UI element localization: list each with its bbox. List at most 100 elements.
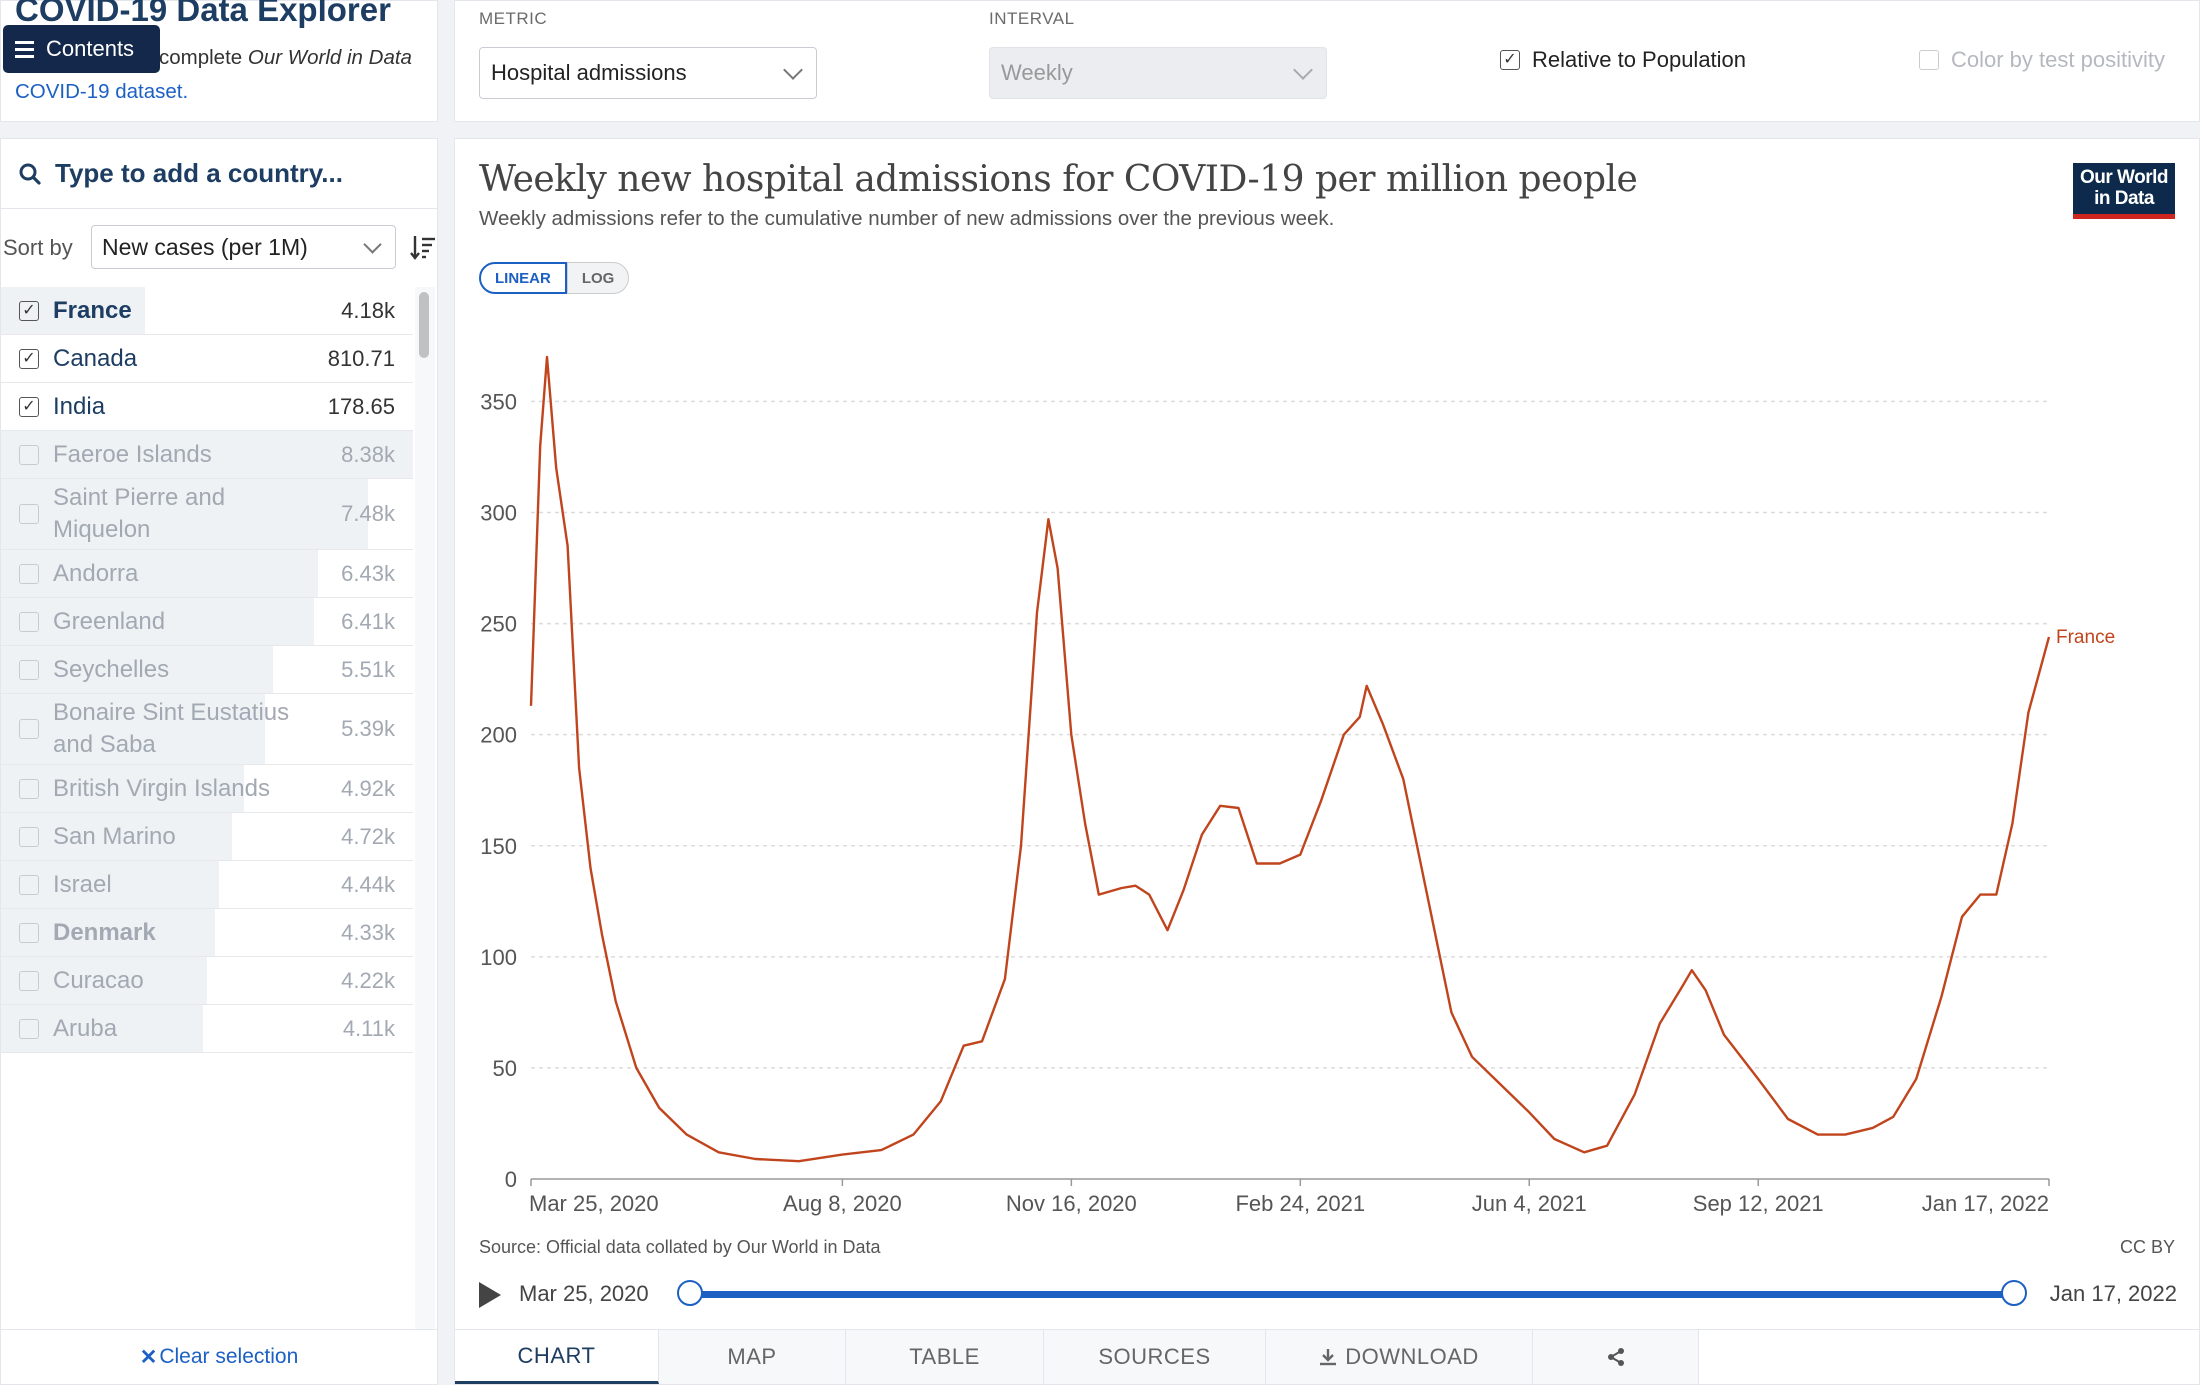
- checkbox-icon[interactable]: [19, 874, 39, 895]
- country-value: 4.72k: [341, 823, 395, 849]
- interval-select[interactable]: Weekly: [989, 47, 1327, 99]
- checkbox-checked-icon[interactable]: ✓: [19, 348, 39, 369]
- country-row[interactable]: Denmark 4.33k: [1, 909, 413, 957]
- interval-value: Weekly: [1001, 60, 1073, 85]
- relative-to-population-toggle[interactable]: ✓ Relative to Population: [1500, 47, 1746, 73]
- country-row[interactable]: ✓ France 4.18k: [1, 287, 413, 335]
- country-name: Faeroe Islands: [53, 440, 212, 468]
- linear-scale-button[interactable]: LINEAR: [479, 262, 567, 294]
- chart-panel: 0 50 100 150 200 250 300 350 Mar 25, 2020 Aug 8, …: [454, 138, 2200, 1385]
- dataset-link[interactable]: COVID-19 dataset.: [15, 80, 189, 103]
- chevron-down-icon: [363, 235, 382, 254]
- checkbox-icon[interactable]: [19, 444, 39, 465]
- country-name: Seychelles: [53, 655, 170, 683]
- value-bar: [1, 1005, 203, 1052]
- country-value: 810.71: [327, 345, 395, 371]
- country-row[interactable]: Greenland 6.41k: [1, 598, 413, 646]
- positivity-label: Color by test positivity: [1951, 47, 2165, 72]
- subtitle-owid: Our World in Data: [247, 46, 412, 69]
- checkbox-icon[interactable]: [19, 719, 39, 739]
- license-label[interactable]: CC BY: [2119, 1237, 2175, 1257]
- metric-select[interactable]: Hospital admissions: [479, 47, 817, 99]
- play-icon[interactable]: [479, 1282, 501, 1308]
- series-line-france: [529, 355, 2051, 1163]
- metric-label: METRIC: [479, 9, 548, 28]
- sort-value: New cases (per 1M): [102, 233, 308, 260]
- country-value: 4.44k: [341, 871, 395, 897]
- y-tick-label: 300: [480, 501, 517, 526]
- chevron-down-icon: [1293, 60, 1313, 80]
- chart-subtitle: Weekly admissions refer to the cumulativ…: [479, 207, 1335, 230]
- country-row[interactable]: British Virgin Islands 4.92k: [1, 765, 413, 813]
- tab-label: TABLE: [909, 1344, 980, 1369]
- share-icon: [1607, 1348, 1624, 1366]
- country-row[interactable]: Seychelles 5.51k: [1, 646, 413, 694]
- country-name: Israel: [53, 870, 112, 898]
- sort-select[interactable]: New cases (per 1M): [91, 225, 396, 269]
- checkbox-icon[interactable]: [19, 1018, 39, 1039]
- x-tick-label: Mar 25, 2020: [529, 1191, 659, 1216]
- scrollbar-track[interactable]: [415, 287, 435, 1332]
- country-row[interactable]: Bonaire Sint Eustatius and Saba 5.39k: [1, 694, 413, 765]
- checkbox-icon[interactable]: [19, 659, 39, 680]
- country-name: Greenland: [53, 607, 166, 635]
- sort-direction-icon[interactable]: [409, 233, 437, 261]
- x-tick-label: Aug 8, 2020: [783, 1191, 902, 1216]
- scrollbar-thumb[interactable]: [419, 292, 429, 358]
- country-row[interactable]: Faeroe Islands 8.38k: [1, 431, 413, 479]
- country-name: Andorra: [53, 559, 139, 587]
- country-search[interactable]: Type to add a country...: [1, 139, 437, 209]
- relative-label: Relative to Population: [1532, 47, 1747, 72]
- y-tick-label: 350: [480, 389, 517, 414]
- checkbox-icon[interactable]: [19, 611, 39, 632]
- source-note[interactable]: Source: Official data collated by Our Wo…: [479, 1237, 881, 1257]
- country-row[interactable]: Curacao 4.22k: [1, 957, 413, 1005]
- checkbox-icon[interactable]: [1919, 50, 1939, 70]
- checkbox-icon[interactable]: [19, 778, 39, 799]
- country-row[interactable]: Andorra 6.43k: [1, 550, 413, 598]
- timeline: Mar 25, 2020 Jan 17, 2022: [479, 1270, 2177, 1320]
- country-row[interactable]: Aruba 4.11k: [1, 1005, 413, 1053]
- checkbox-icon[interactable]: [19, 504, 39, 524]
- tab-chart[interactable]: CHART: [455, 1330, 659, 1384]
- country-row[interactable]: ✓ India 178.65: [1, 383, 413, 431]
- timeline-end-handle[interactable]: [2001, 1280, 2027, 1306]
- tab-sources[interactable]: SOURCES: [1044, 1330, 1266, 1384]
- country-name: Aruba: [53, 1014, 118, 1042]
- country-value: 4.11k: [342, 1015, 395, 1041]
- owid-logo[interactable]: Our World in Data: [2073, 163, 2175, 219]
- country-name: Canada: [53, 344, 138, 372]
- timeline-end-date: Jan 17, 2022: [2049, 1281, 2177, 1306]
- tab-download[interactable]: DOWNLOAD: [1266, 1330, 1533, 1384]
- checkbox-checked-icon[interactable]: ✓: [1500, 50, 1520, 70]
- timeline-start-date: Mar 25, 2020: [519, 1281, 649, 1306]
- country-row[interactable]: Saint Pierre and Miquelon 7.48k: [1, 479, 413, 550]
- country-row[interactable]: San Marino 4.72k: [1, 813, 413, 861]
- tab-table[interactable]: TABLE: [846, 1330, 1044, 1384]
- clear-selection-label: Clear selection: [159, 1345, 299, 1368]
- country-row[interactable]: ✓ Canada 810.71: [1, 335, 413, 383]
- log-scale-button[interactable]: LOG: [566, 262, 630, 294]
- color-by-positivity-toggle[interactable]: Color by test positivity: [1919, 47, 2165, 73]
- timeline-track[interactable]: [689, 1291, 2013, 1298]
- checkbox-icon[interactable]: [19, 826, 39, 847]
- value-bar: [1, 957, 207, 1004]
- tab-map[interactable]: MAP: [659, 1330, 846, 1384]
- checkbox-checked-icon[interactable]: ✓: [19, 396, 39, 417]
- country-name: Curacao: [53, 966, 144, 994]
- checkbox-icon[interactable]: [19, 563, 39, 584]
- clear-selection-button[interactable]: ✕ Clear selection: [1, 1329, 437, 1384]
- timeline-start-handle[interactable]: [677, 1280, 703, 1306]
- country-value: 5.51k: [341, 656, 395, 682]
- app-title: COVID-19 Data Explorer: [15, 0, 391, 28]
- tab-label: DOWNLOAD: [1345, 1344, 1479, 1369]
- contents-button[interactable]: Contents: [3, 25, 160, 73]
- checkbox-checked-icon[interactable]: ✓: [19, 300, 39, 321]
- title-panel: COVID-19 Data Explorer complete Our Worl…: [0, 0, 438, 122]
- checkbox-icon[interactable]: [19, 970, 39, 991]
- value-bar: [1, 598, 315, 645]
- checkbox-icon[interactable]: [19, 922, 39, 943]
- country-row[interactable]: Israel 4.44k: [1, 861, 413, 909]
- y-tick-label: 200: [480, 723, 517, 748]
- tab-share[interactable]: [1533, 1330, 1699, 1384]
